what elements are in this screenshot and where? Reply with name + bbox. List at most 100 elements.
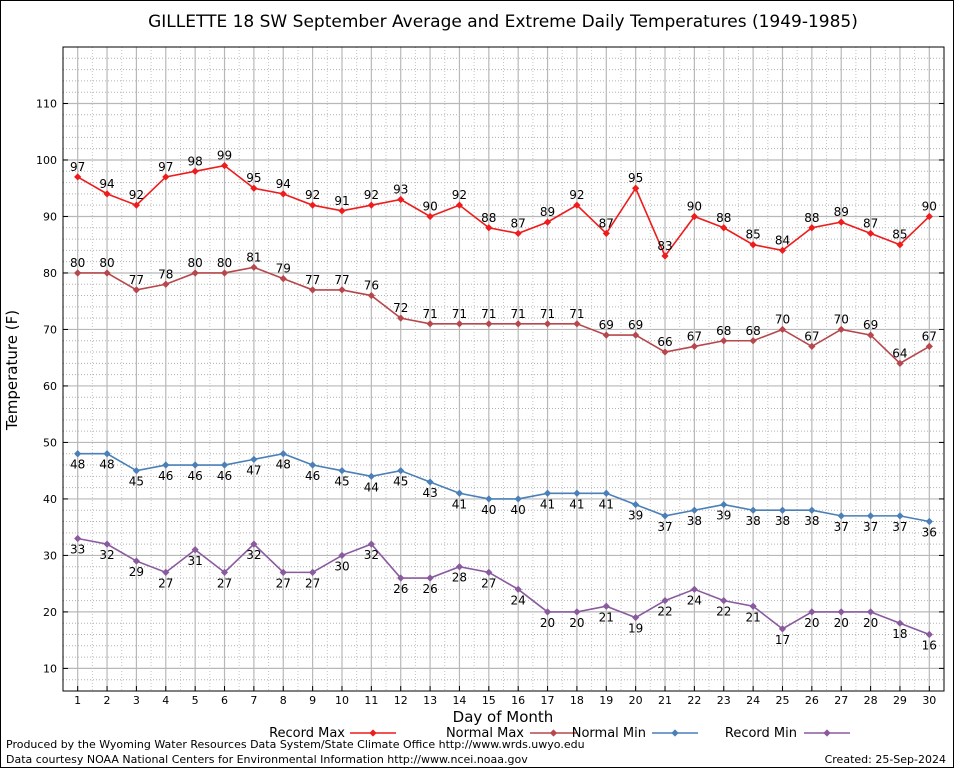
record-max-point	[397, 195, 405, 204]
normal-max-point	[338, 286, 346, 294]
normal-max-point	[514, 320, 522, 328]
y-tick-label: 40	[43, 493, 57, 506]
normal-min-data-label: 45	[129, 475, 144, 489]
record-min-data-label: 29	[129, 565, 144, 579]
record-max-data-label: 97	[70, 160, 85, 174]
legend-marker-normal-max	[549, 729, 558, 737]
y-tick-label: 80	[43, 267, 57, 280]
normal-min-point	[309, 461, 317, 469]
normal-max-data-label: 77	[129, 273, 144, 287]
record-min-line	[77, 537, 930, 636]
x-tick-label: 14	[452, 694, 466, 707]
normal-min-point	[866, 512, 875, 520]
y-tick-label: 70	[43, 323, 57, 336]
record-max-data-label: 95	[628, 171, 643, 185]
record-min-point	[338, 551, 346, 560]
record-min-point	[837, 608, 845, 616]
normal-max-data-label: 69	[628, 318, 643, 332]
record-min-data-label: 20	[804, 616, 819, 630]
record-min-data-label: 32	[99, 548, 114, 562]
record-max-point	[573, 201, 581, 209]
record-min-data-label: 32	[364, 548, 379, 562]
record-min-point	[573, 608, 581, 616]
record-min-data-label: 20	[863, 616, 878, 630]
record-max-point	[279, 190, 287, 198]
record-min-point	[220, 568, 229, 576]
record-min-point	[397, 574, 405, 582]
record-min-data-label: 20	[834, 616, 849, 630]
normal-min-point	[279, 450, 287, 458]
record-max-data-label: 92	[129, 188, 144, 202]
record-max-data-label: 87	[863, 216, 878, 230]
normal-min-point	[132, 467, 141, 475]
record-max-point	[162, 173, 170, 181]
x-tick-label: 30	[922, 694, 936, 707]
record-min-data-label: 22	[657, 605, 672, 619]
normal-min-point	[103, 450, 111, 458]
y-tick-label: 20	[43, 606, 57, 619]
x-tick-label: 18	[570, 694, 584, 707]
record-max-data-label: 84	[775, 233, 790, 247]
x-tick-label: 2	[104, 694, 111, 707]
normal-max-data-label: 68	[716, 324, 731, 338]
record-min-data-label: 27	[217, 576, 232, 590]
normal-min-line	[77, 452, 930, 523]
x-tick-label: 11	[364, 694, 378, 707]
normal-min-data-label: 36	[922, 526, 937, 540]
normal-min-point	[632, 500, 640, 509]
normal-min-series: 48 48 45 46 46 46 47 48 46 45 44 45 43 41 40 40 41 41 41 39…	[70, 450, 937, 540]
x-tick-label: 12	[394, 694, 408, 707]
normal-max-data-label: 80	[70, 256, 85, 270]
y-tick-label: 110	[36, 97, 57, 110]
normal-max-data-label: 70	[834, 312, 849, 326]
normal-min-point	[367, 472, 375, 480]
normal-max-data-label: 80	[188, 256, 203, 270]
record-min-data-label: 32	[246, 548, 261, 562]
record-min-data-label: 18	[892, 627, 907, 641]
plot-area	[62, 46, 945, 692]
record-min-point	[191, 546, 199, 554]
record-max-data-label: 98	[188, 154, 203, 168]
record-min-point	[690, 585, 698, 593]
normal-max-point	[690, 342, 698, 351]
record-min-point	[808, 608, 816, 616]
normal-min-point	[690, 506, 698, 514]
x-tick-label: 20	[629, 694, 643, 707]
record-max-data-label: 88	[804, 211, 819, 225]
x-tick-label: 8	[280, 694, 287, 707]
normal-max-data-label: 71	[569, 307, 584, 321]
x-tick-label: 15	[482, 694, 496, 707]
record-max-data-label: 83	[657, 239, 672, 253]
normal-max-data-label: 69	[599, 318, 614, 332]
record-max-data-label: 90	[687, 199, 702, 213]
normal-min-data-label: 47	[246, 463, 261, 477]
record-max-point	[837, 218, 845, 226]
normal-min-point	[573, 489, 581, 497]
record-min-point	[632, 613, 640, 622]
normal-max-point	[250, 263, 258, 271]
record-min-point	[250, 540, 258, 548]
y-tick-label: 90	[43, 210, 57, 223]
normal-max-data-label: 81	[246, 250, 261, 264]
record-max-data-label: 85	[745, 228, 760, 242]
series-group: 97 94 92 97 98 99 95 94 92 91 92 93 90 92 88 87 89 92 87 95…	[70, 149, 937, 653]
record-max-point	[309, 201, 317, 209]
x-tick-label: 19	[599, 694, 613, 707]
normal-max-data-label: 76	[364, 279, 379, 293]
record-min-data-label: 17	[775, 633, 790, 647]
record-max-point	[132, 201, 141, 209]
normal-max-point	[661, 348, 669, 356]
normal-min-data-label: 46	[217, 469, 232, 483]
record-min-point	[661, 597, 669, 605]
record-max-series: 97 94 92 97 98 99 95 94 92 91 92 93 90 92 88 87 89 92 87 95…	[70, 149, 937, 260]
normal-max-point	[455, 320, 464, 328]
x-tick-label: 16	[511, 694, 525, 707]
record-min-point	[602, 602, 610, 610]
normal-min-point	[778, 506, 787, 514]
x-tick-label: 4	[162, 694, 169, 707]
normal-min-point	[661, 512, 669, 520]
record-max-data-label: 92	[452, 188, 467, 202]
legend-label-record-max: Record Max	[269, 726, 345, 741]
record-min-point	[132, 557, 141, 565]
